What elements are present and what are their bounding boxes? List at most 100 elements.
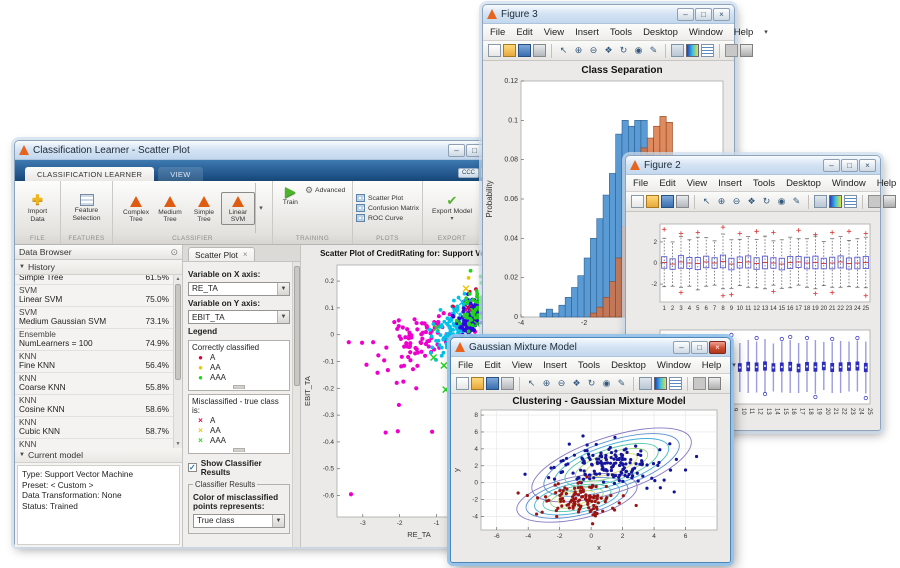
close-button[interactable]: × bbox=[859, 158, 876, 172]
maximize-button[interactable]: □ bbox=[691, 340, 708, 354]
classifier-linear-svm[interactable]: Linear SVM bbox=[221, 191, 255, 225]
maximize-button[interactable]: □ bbox=[841, 158, 858, 172]
y-axis-select[interactable]: EBIT_TA ▼ bbox=[188, 310, 290, 324]
menu-item-help[interactable]: Help bbox=[733, 26, 754, 38]
pointer-icon[interactable]: ↖ bbox=[527, 378, 536, 388]
figure2-titlebar[interactable]: Figure 2 – □ × bbox=[626, 156, 880, 175]
checkbox-checked-icon[interactable]: ✓ bbox=[188, 463, 197, 472]
menu-item-file[interactable]: File bbox=[458, 359, 474, 371]
menu-item-help[interactable]: Help bbox=[876, 177, 897, 189]
dropdown-arrow-icon[interactable]: ▼ bbox=[277, 282, 289, 295]
x-axis-select[interactable]: RE_TA ▼ bbox=[188, 281, 290, 296]
figure3-titlebar[interactable]: Figure 3 – □ × bbox=[483, 5, 734, 24]
menu-overflow-icon[interactable]: ▾ bbox=[732, 362, 736, 369]
menu-item-desktop[interactable]: Desktop bbox=[611, 359, 646, 371]
new-file-icon[interactable] bbox=[631, 195, 644, 208]
dock-icon[interactable] bbox=[868, 195, 881, 208]
rotate-3d-icon[interactable]: ↻ bbox=[762, 196, 771, 206]
menu-item-insert[interactable]: Insert bbox=[575, 26, 599, 38]
data-cursor-icon[interactable]: ◉ bbox=[777, 196, 786, 206]
close-tab-icon[interactable]: × bbox=[242, 250, 248, 259]
options-scrollbar[interactable] bbox=[292, 262, 300, 547]
legend-resize-grip[interactable] bbox=[233, 447, 245, 452]
history-item[interactable]: KNNMedium KNN60.4% bbox=[15, 439, 173, 448]
menu-item-file[interactable]: File bbox=[633, 177, 649, 189]
gallery-expand-button[interactable]: ▾ bbox=[255, 183, 266, 233]
menu-item-desktop[interactable]: Desktop bbox=[786, 177, 821, 189]
menu-item-insert[interactable]: Insert bbox=[543, 359, 567, 371]
import-data-button[interactable]: ✚ Import Data bbox=[17, 192, 58, 224]
print-icon[interactable] bbox=[533, 44, 546, 57]
legend-icon[interactable] bbox=[669, 377, 682, 390]
export-model-button[interactable]: ✔ Export Model ▾ bbox=[429, 193, 475, 223]
brush-icon[interactable]: ✎ bbox=[792, 196, 801, 206]
print-icon[interactable] bbox=[676, 195, 689, 208]
close-button[interactable]: × bbox=[709, 340, 726, 354]
print-icon[interactable] bbox=[501, 377, 514, 390]
save-icon[interactable] bbox=[661, 195, 674, 208]
menu-overflow-icon[interactable]: ▾ bbox=[764, 29, 768, 36]
minimize-button[interactable]: – bbox=[673, 340, 690, 354]
history-item[interactable]: KNN Cubic KNN 58.7% bbox=[15, 417, 173, 439]
new-file-icon[interactable] bbox=[488, 44, 501, 57]
tab-scatter-plot[interactable]: Scatter Plot × bbox=[188, 247, 255, 261]
history-scrollbar[interactable]: ▲ ▼ bbox=[173, 275, 182, 448]
link-plots-icon[interactable] bbox=[671, 44, 684, 57]
save-icon[interactable] bbox=[518, 44, 531, 57]
collapse-panel-icon[interactable]: ⊙ bbox=[170, 247, 178, 257]
colorbar-icon[interactable] bbox=[686, 44, 699, 57]
pan-icon[interactable]: ❖ bbox=[572, 378, 581, 388]
rotate-3d-icon[interactable]: ↻ bbox=[619, 45, 628, 55]
plottools-icon[interactable] bbox=[883, 195, 896, 208]
plot-button-roc-curve[interactable]: ROC Curve bbox=[356, 214, 419, 222]
tab-view[interactable]: VIEW bbox=[158, 167, 203, 181]
history-item[interactable]: SVM Medium Gaussian SVM 73.1% bbox=[15, 307, 173, 329]
new-file-icon[interactable] bbox=[456, 377, 469, 390]
current-model-section-header[interactable]: ▼ Current model bbox=[15, 448, 182, 463]
legend-icon[interactable] bbox=[701, 44, 714, 57]
menu-item-edit[interactable]: Edit bbox=[659, 177, 676, 189]
quick-button-ccc[interactable]: CCC bbox=[457, 168, 479, 178]
data-cursor-icon[interactable]: ◉ bbox=[634, 45, 643, 55]
menu-item-window[interactable]: Window bbox=[656, 359, 691, 371]
plot-button-scatter-plot[interactable]: Scatter Plot bbox=[356, 194, 419, 202]
open-folder-icon[interactable] bbox=[471, 377, 484, 390]
advanced-button[interactable]: ⚙ Advanced bbox=[305, 186, 345, 195]
gmm-titlebar[interactable]: Gaussian Mixture Model – □ × bbox=[451, 338, 730, 357]
history-item[interactable]: SVM Linear SVM 75.0% bbox=[15, 285, 173, 307]
classifier-complex-tree[interactable]: Complex Tree bbox=[119, 192, 153, 225]
mis-color-select[interactable]: True class ▼ bbox=[193, 513, 285, 528]
classifier-medium-tree[interactable]: Medium Tree bbox=[153, 192, 187, 225]
colorbar-icon[interactable] bbox=[829, 195, 842, 208]
zoom-out-icon[interactable]: ⊖ bbox=[732, 196, 741, 206]
tab-classification-learner[interactable]: CLASSIFICATION LEARNER bbox=[25, 167, 155, 181]
plottools-icon[interactable] bbox=[740, 44, 753, 57]
zoom-in-icon[interactable]: ⊕ bbox=[717, 196, 726, 206]
pointer-icon[interactable]: ↖ bbox=[559, 45, 568, 55]
scrollbar-thumb[interactable] bbox=[175, 284, 181, 380]
history-item[interactable]: KNN Fine KNN 56.4% bbox=[15, 351, 173, 373]
history-item[interactable]: KNN Cosine KNN 58.6% bbox=[15, 395, 173, 417]
data-cursor-icon[interactable]: ◉ bbox=[602, 378, 611, 388]
dock-icon[interactable] bbox=[693, 377, 706, 390]
zoom-in-icon[interactable]: ⊕ bbox=[542, 378, 551, 388]
menu-item-tools[interactable]: Tools bbox=[577, 359, 601, 371]
main-titlebar[interactable]: Classification Learner - Scatter Plot – … bbox=[15, 141, 505, 160]
link-plots-icon[interactable] bbox=[814, 195, 827, 208]
menu-item-window[interactable]: Window bbox=[831, 177, 866, 189]
colorbar-icon[interactable] bbox=[654, 377, 667, 390]
link-plots-icon[interactable] bbox=[639, 377, 652, 390]
dropdown-arrow-icon[interactable]: ▼ bbox=[272, 514, 284, 527]
open-folder-icon[interactable] bbox=[503, 44, 516, 57]
feature-selection-button[interactable]: Feature Selection bbox=[63, 193, 110, 223]
maximize-button[interactable]: □ bbox=[466, 143, 483, 157]
history-section-header[interactable]: ▼ History bbox=[15, 260, 182, 275]
menu-item-edit[interactable]: Edit bbox=[516, 26, 533, 38]
brush-icon[interactable]: ✎ bbox=[649, 45, 658, 55]
pan-icon[interactable]: ❖ bbox=[747, 196, 756, 206]
scroll-up-icon[interactable]: ▲ bbox=[175, 276, 181, 282]
menu-item-view[interactable]: View bbox=[543, 26, 565, 38]
menu-item-view[interactable]: View bbox=[511, 359, 533, 371]
menu-item-insert[interactable]: Insert bbox=[718, 177, 742, 189]
menu-item-view[interactable]: View bbox=[686, 177, 708, 189]
